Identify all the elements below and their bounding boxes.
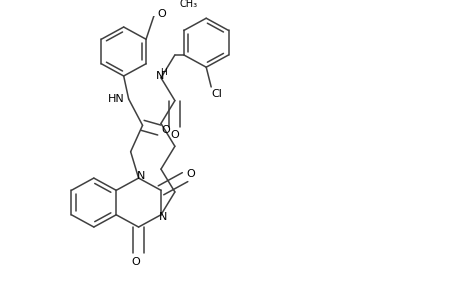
- Text: N: N: [136, 171, 145, 181]
- Text: N: N: [158, 212, 167, 222]
- Text: N: N: [156, 71, 164, 81]
- Text: Cl: Cl: [211, 89, 222, 100]
- Text: H: H: [160, 68, 167, 76]
- Text: O: O: [131, 257, 140, 267]
- Text: O: O: [157, 9, 166, 19]
- Text: CH₃: CH₃: [179, 0, 197, 9]
- Text: O: O: [186, 169, 195, 179]
- Text: HN: HN: [108, 94, 125, 104]
- Text: O: O: [170, 130, 179, 140]
- Text: O: O: [162, 125, 170, 135]
